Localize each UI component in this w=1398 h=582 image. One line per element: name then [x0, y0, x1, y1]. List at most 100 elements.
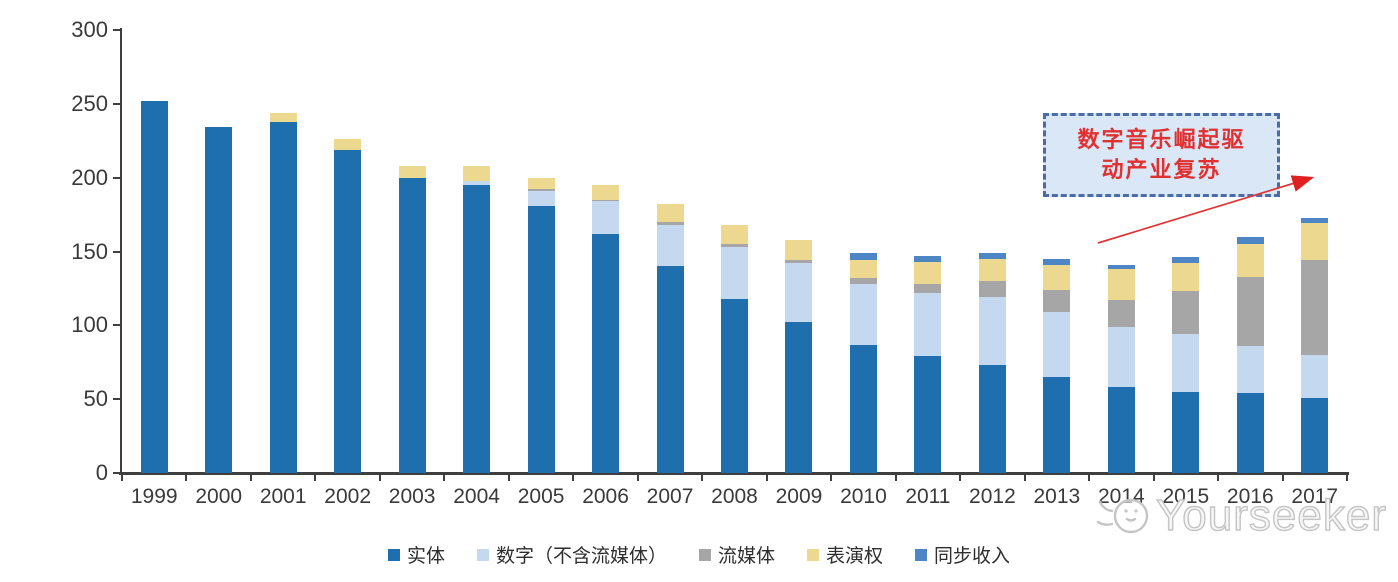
y-tick-label: 50	[83, 386, 108, 412]
bar-segment-2002	[334, 139, 362, 150]
bar-segment-2017	[1301, 397, 1329, 473]
y-tick	[113, 472, 121, 474]
bar-segment-2005	[527, 189, 555, 191]
bar-segment-2004	[463, 165, 491, 181]
x-tick-label: 2011	[905, 485, 951, 508]
y-tick	[113, 324, 121, 327]
x-tick-label: 2003	[388, 485, 436, 508]
bar-segment-2001	[269, 121, 297, 473]
x-tick	[185, 474, 188, 481]
bar-segment-2011	[914, 292, 942, 357]
bar-segment-2009	[785, 239, 813, 261]
bar-segment-2006	[592, 185, 620, 200]
bar-segment-2008	[721, 244, 748, 248]
legend-label: 同步收入	[934, 546, 1011, 567]
x-tick-label: 2006	[582, 485, 629, 508]
bar-segment-2014	[1107, 387, 1135, 473]
bar-segment-2012	[978, 297, 1006, 366]
x-tick-label: 2009	[775, 485, 823, 508]
bar-segment-2009	[785, 322, 813, 473]
bar-segment-2001	[269, 112, 297, 122]
legend-label: 数字（不含流媒体）	[495, 546, 667, 567]
bar-segment-2011	[914, 356, 942, 473]
bar-segment-2006	[592, 201, 620, 234]
bar-segment-2014	[1107, 326, 1135, 388]
y-tick	[113, 250, 121, 253]
bar-segment-2015	[1172, 291, 1200, 335]
bar-segment-2011	[914, 283, 942, 293]
x-tick	[121, 474, 123, 481]
x-tick-label: 2016	[1226, 485, 1274, 508]
x-axis-line	[119, 472, 1349, 475]
x-tick-label: 2007	[646, 485, 694, 508]
x-tick	[572, 474, 575, 481]
bar-segment-2012	[978, 365, 1006, 473]
bar-segment-2005	[527, 190, 555, 206]
bar-segment-2008	[721, 224, 748, 245]
bar-segment-2012	[978, 258, 1006, 282]
bar-segment-2012	[978, 281, 1006, 298]
bar-segment-2013	[1043, 377, 1071, 473]
y-tick-label: 0	[95, 460, 108, 485]
bar-segment-2011	[914, 261, 942, 284]
legend-item: 实体	[387, 541, 445, 568]
y-tick-label: 100	[71, 312, 108, 338]
bar-segment-2010	[849, 283, 877, 345]
bar-segment-2014	[1107, 264, 1135, 270]
y-tick	[113, 176, 121, 179]
bar-segment-2009	[785, 260, 813, 264]
bar-segment-2006	[592, 233, 620, 473]
bar-segment-2008	[721, 247, 748, 299]
bar-segment-2016	[1236, 236, 1264, 245]
y-tick-label: 150	[71, 238, 108, 264]
bar-segment-2000	[205, 127, 233, 473]
legend-label: 实体	[406, 546, 445, 567]
x-tick-label: 2014	[1097, 485, 1145, 508]
x-tick	[765, 474, 768, 481]
x-tick-label: 2000	[195, 485, 243, 508]
bar-segment-2010	[849, 252, 877, 261]
bar-segment-2016	[1236, 393, 1264, 473]
x-tick-label: 2008	[711, 485, 758, 508]
y-axis-line	[120, 28, 122, 475]
x-tick-label: 1999	[130, 485, 178, 508]
bar-segment-2007	[656, 224, 684, 267]
x-tick-label: 2002	[324, 485, 372, 508]
legend-swatch-icon	[698, 548, 711, 561]
x-tick-label: 2005	[517, 485, 565, 508]
x-tick	[1281, 474, 1284, 481]
bar-segment-2003	[398, 177, 426, 473]
x-tick	[314, 474, 317, 481]
x-tick-label: 2010	[840, 485, 887, 508]
bar-segment-2006	[592, 199, 620, 202]
bar-segment-2011	[914, 255, 942, 262]
bar-segment-2015	[1172, 391, 1200, 473]
bar-segment-2007	[656, 266, 684, 473]
legend-item: 同步收入	[915, 541, 1010, 568]
bar-segment-2007	[656, 204, 684, 222]
legend-label: 表演权	[826, 546, 884, 567]
bar-segment-2017	[1301, 217, 1329, 224]
x-tick	[249, 474, 252, 481]
bar-segment-2004	[463, 185, 491, 473]
x-tick	[1217, 474, 1220, 481]
bar-segment-2016	[1236, 346, 1264, 394]
bar-segment-2005	[527, 205, 555, 473]
legend-swatch-icon	[915, 548, 928, 561]
y-tick-label: 300	[71, 17, 108, 42]
bar-segment-2015	[1172, 257, 1200, 264]
bar-segment-2008	[721, 298, 748, 473]
legend-item: 表演权	[807, 541, 883, 568]
bar-segment-2002	[334, 149, 362, 473]
bar-segment-2013	[1043, 258, 1071, 265]
bar-segment-2014	[1107, 269, 1135, 301]
bar-segment-2017	[1301, 223, 1329, 261]
bar-segment-2012	[978, 252, 1006, 259]
x-tick	[894, 474, 897, 481]
legend-item: 数字（不含流媒体）	[476, 541, 667, 568]
x-tick	[636, 474, 639, 481]
annotation-callout: 数字音乐崛起驱 动产业复苏	[1043, 113, 1280, 197]
bar-segment-2017	[1301, 354, 1329, 398]
legend-swatch-icon	[807, 548, 819, 561]
